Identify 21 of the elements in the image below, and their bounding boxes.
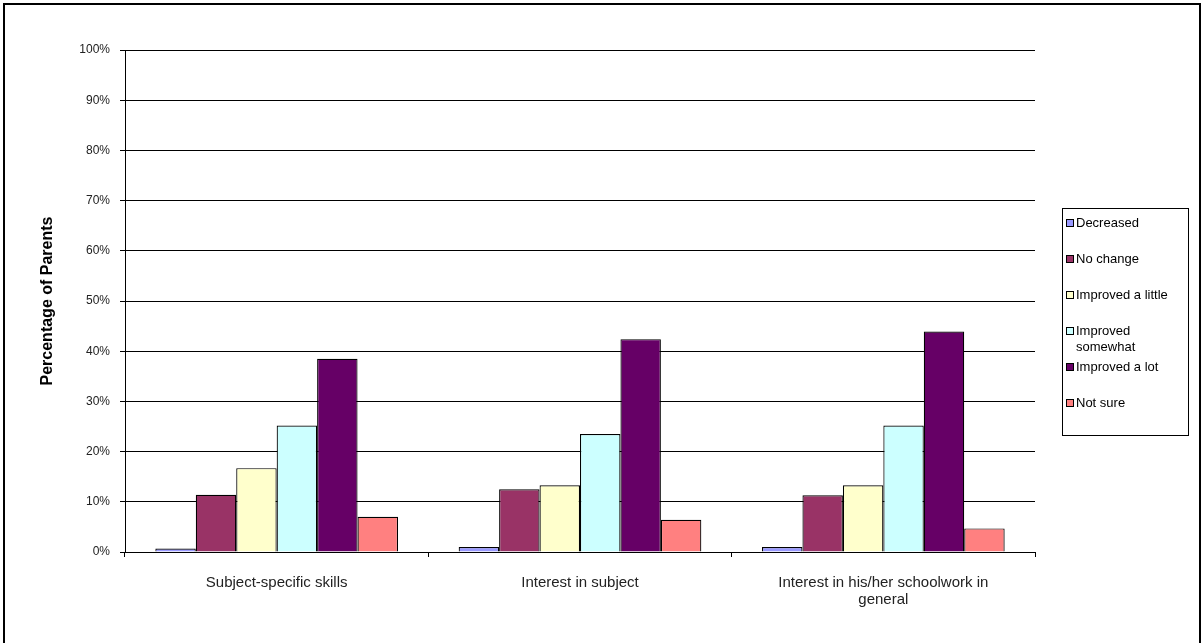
y-tick-label: 40% [85,343,111,358]
y-tick-label: 0% [92,544,111,559]
y-tick-label: 20% [85,443,111,458]
legend-label: Decreased [1076,215,1140,231]
y-tick-label: 90% [85,92,111,107]
y-tick-label: 10% [85,494,111,509]
legend-label: No change [1076,251,1140,267]
y-axis-title: Percentage of Parents [38,216,56,386]
legend-label: Not sure [1076,395,1127,411]
y-tick-label: 70% [85,192,111,207]
legend-label: Improved a lot [1076,359,1160,375]
legend-label: Improved somewhat [1076,323,1137,355]
y-tick-label: 80% [85,142,111,157]
y-tick-label: 30% [85,393,111,408]
x-tick-label: Interest in his/her schoolwork in general [778,572,989,608]
legend-label: Improved a little [1076,287,1169,303]
y-tick-label: 50% [85,293,111,308]
x-tick-label: Interest in subject [521,572,640,590]
y-tick-label: 60% [85,243,111,258]
x-tick-label: Subject-specific skills [205,572,348,590]
y-tick-label: 100% [79,42,111,57]
